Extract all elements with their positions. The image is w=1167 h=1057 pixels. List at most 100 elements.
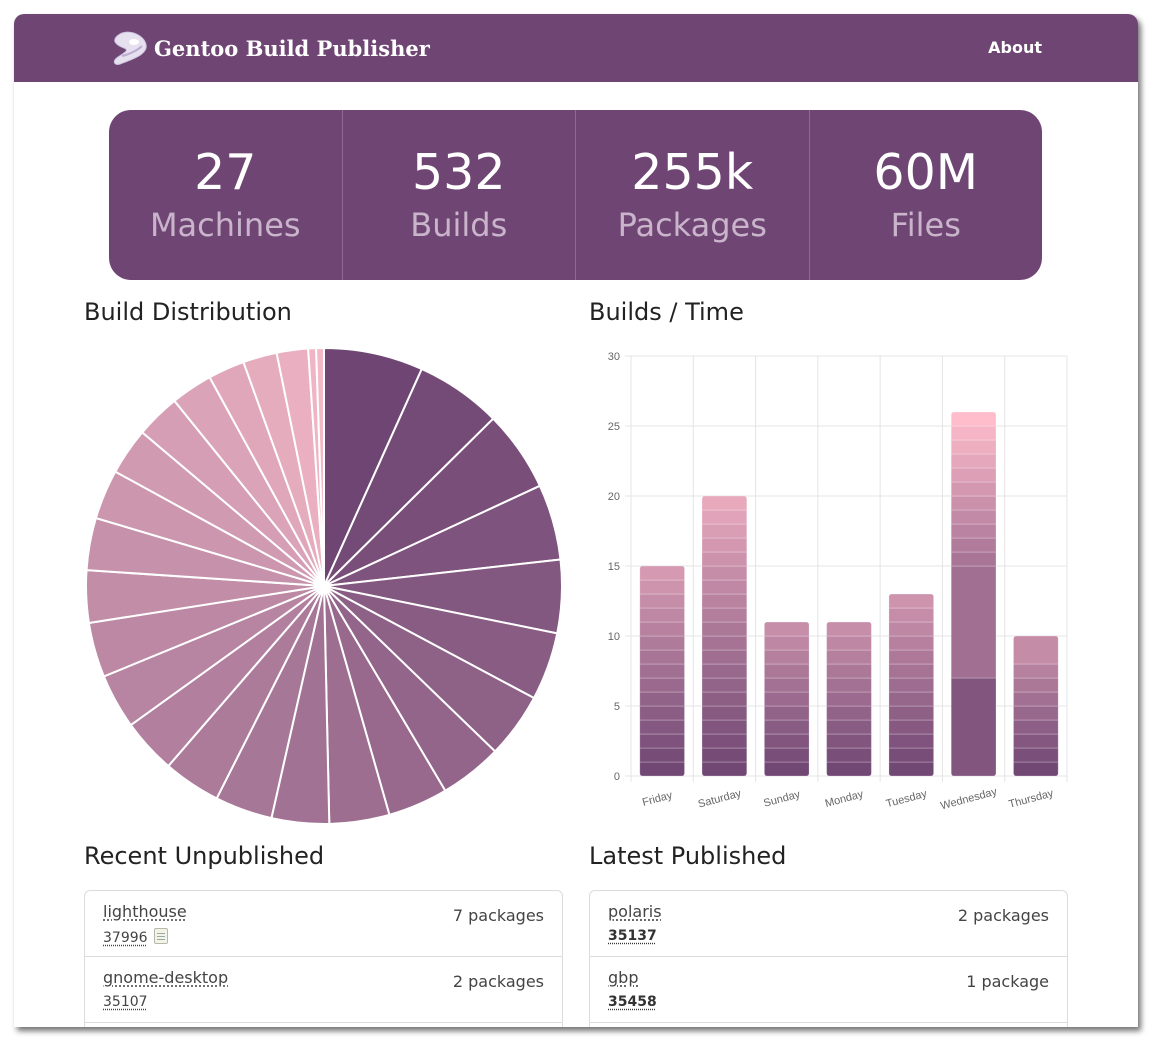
bar-segment[interactable]	[888, 691, 934, 707]
bar-segment[interactable]	[639, 747, 685, 763]
bar-segment[interactable]	[888, 635, 934, 651]
bar-segment[interactable]	[702, 635, 747, 651]
bar-stack[interactable]	[951, 412, 996, 776]
bar-segment[interactable]	[826, 649, 872, 665]
bar-segment[interactable]	[639, 566, 685, 581]
bar-segment[interactable]	[951, 537, 996, 553]
bar-segment[interactable]	[1013, 733, 1059, 749]
bar-segment[interactable]	[702, 677, 747, 693]
bar-segment[interactable]	[639, 593, 685, 609]
bar-segment[interactable]	[702, 663, 747, 679]
bar-segment[interactable]	[764, 677, 810, 693]
bar-segment[interactable]	[702, 565, 747, 581]
builds-time-bar-chart[interactable]: 0 5 10 15 20 25 30 Friday Saturday Sunday Monday Tu…	[589, 344, 1079, 824]
bar-segment[interactable]	[951, 523, 996, 539]
bar-stack[interactable]	[702, 496, 747, 776]
bar-segment[interactable]	[888, 594, 934, 609]
bar-segment[interactable]	[702, 649, 747, 665]
pie-slice[interactable]	[315, 346, 325, 587]
bar-segment[interactable]	[951, 425, 996, 441]
bar-segment[interactable]	[888, 719, 934, 735]
bar-segment[interactable]	[764, 622, 810, 637]
build-link[interactable]: 35458	[608, 994, 657, 1010]
bar-segment[interactable]	[1013, 719, 1059, 735]
bar-segment[interactable]	[1013, 636, 1059, 665]
bar-stack[interactable]	[888, 594, 934, 776]
bar-segment[interactable]	[764, 635, 810, 651]
bar-segment[interactable]	[764, 747, 810, 763]
machine-link[interactable]: lighthouse	[103, 902, 187, 921]
bar-segment[interactable]	[702, 537, 747, 553]
bar-segment[interactable]	[826, 761, 872, 776]
bar-segment[interactable]	[764, 649, 810, 665]
bar-segment[interactable]	[702, 733, 747, 749]
bar-segment[interactable]	[888, 649, 934, 665]
bar-stack[interactable]	[826, 622, 872, 776]
bar-segment[interactable]	[1013, 761, 1059, 776]
bar-segment[interactable]	[702, 691, 747, 707]
bar-segment[interactable]	[702, 593, 747, 609]
bar-segment[interactable]	[702, 747, 747, 763]
bar-segment[interactable]	[702, 523, 747, 539]
bar-segment[interactable]	[888, 761, 934, 776]
bar-segment[interactable]	[639, 677, 685, 693]
bar-segment[interactable]	[951, 509, 996, 525]
bar-segment[interactable]	[951, 481, 996, 497]
bar-segment[interactable]	[888, 705, 934, 721]
bar-segment[interactable]	[639, 761, 685, 776]
bar-segment[interactable]	[639, 579, 685, 595]
bar-segment[interactable]	[826, 622, 872, 637]
bar-segment[interactable]	[764, 663, 810, 679]
bar-segment[interactable]	[826, 733, 872, 749]
bar-segment[interactable]	[639, 733, 685, 749]
bar-segment[interactable]	[702, 607, 747, 623]
bar-segment[interactable]	[951, 439, 996, 455]
bar-segment[interactable]	[1013, 747, 1059, 763]
bar-segment[interactable]	[764, 733, 810, 749]
bar-segment[interactable]	[764, 719, 810, 735]
build-link[interactable]: 35107	[103, 994, 148, 1010]
bar-segment[interactable]	[888, 677, 934, 693]
bar-segment[interactable]	[826, 635, 872, 651]
bar-segment[interactable]	[702, 579, 747, 595]
bar-segment[interactable]	[951, 495, 996, 511]
bar-segment[interactable]	[826, 677, 872, 693]
bar-segment[interactable]	[639, 663, 685, 679]
bar-segment[interactable]	[888, 733, 934, 749]
machine-link[interactable]: gnome-desktop	[103, 968, 229, 987]
bar-segment[interactable]	[639, 607, 685, 623]
bar-segment[interactable]	[888, 747, 934, 763]
bar-segment[interactable]	[702, 509, 747, 525]
bar-segment[interactable]	[826, 663, 872, 679]
bar-segment[interactable]	[702, 761, 747, 776]
bar-segment[interactable]	[639, 649, 685, 665]
bar-segment[interactable]	[1013, 677, 1059, 693]
bar-segment[interactable]	[702, 496, 747, 511]
bar-segment[interactable]	[639, 719, 685, 735]
bar-segment[interactable]	[951, 565, 996, 679]
bar-segment[interactable]	[951, 453, 996, 469]
bar-segment[interactable]	[639, 621, 685, 637]
bar-segment[interactable]	[951, 412, 996, 427]
build-link[interactable]: 37996	[103, 930, 148, 946]
bar-segment[interactable]	[888, 607, 934, 623]
bar-stack[interactable]	[639, 566, 685, 776]
bar-stack[interactable]	[764, 622, 810, 776]
bar-segment[interactable]	[826, 691, 872, 707]
brand[interactable]: Gentoo Build Publisher	[110, 28, 430, 68]
bar-segment[interactable]	[764, 705, 810, 721]
bar-segment[interactable]	[888, 663, 934, 679]
bar-segment[interactable]	[702, 705, 747, 721]
machine-link[interactable]: gbp	[608, 968, 639, 987]
bar-segment[interactable]	[826, 705, 872, 721]
bar-segment[interactable]	[1013, 691, 1059, 707]
bar-segment[interactable]	[764, 691, 810, 707]
bar-segment[interactable]	[826, 719, 872, 735]
bar-segment[interactable]	[639, 635, 685, 651]
bar-segment[interactable]	[764, 761, 810, 776]
build-distribution-pie-chart[interactable]	[84, 346, 564, 826]
bar-stack[interactable]	[1013, 636, 1059, 776]
bar-segment[interactable]	[951, 677, 996, 776]
bar-segment[interactable]	[888, 621, 934, 637]
bar-segment[interactable]	[1013, 705, 1059, 721]
